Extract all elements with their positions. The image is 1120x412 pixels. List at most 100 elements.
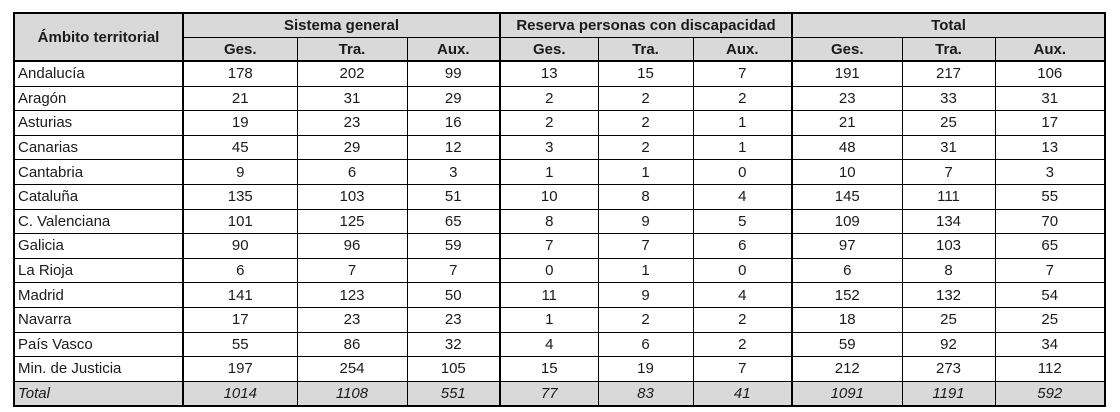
value-cell: 592 <box>994 380 1106 407</box>
value-cell: 23 <box>791 85 903 112</box>
value-cell: 59 <box>791 331 903 358</box>
value-cell: 178 <box>182 60 298 87</box>
value-cell: 152 <box>791 282 903 308</box>
value-cell: 12 <box>406 134 501 161</box>
value-cell: 217 <box>901 60 996 87</box>
value-cell: 7 <box>692 356 793 382</box>
subheader-tra: Tra. <box>901 37 996 62</box>
table-row: C. Valenciana 101 125 65 8 9 5 109 134 70 <box>13 208 1106 235</box>
value-cell: 254 <box>296 356 408 382</box>
corner-header-cell: Ámbito territorial <box>13 12 184 62</box>
value-cell: 9 <box>597 282 694 308</box>
value-cell: 2 <box>597 85 694 112</box>
value-cell: 10 <box>499 183 599 210</box>
table-row: Galicia 90 96 59 7 7 6 97 103 65 <box>13 233 1106 259</box>
value-cell: 32 <box>406 331 501 358</box>
value-cell: 86 <box>296 331 408 358</box>
value-cell: 25 <box>994 306 1106 333</box>
value-cell: 33 <box>901 85 996 112</box>
table-header: Ámbito territorial Sistema general Reser… <box>13 12 1106 62</box>
value-cell: 29 <box>406 85 501 112</box>
value-cell: 145 <box>791 183 903 210</box>
value-cell: 45 <box>182 134 298 161</box>
value-cell: 11 <box>499 282 599 308</box>
value-cell: 97 <box>791 233 903 259</box>
value-cell: 109 <box>791 208 903 235</box>
value-cell: 19 <box>182 110 298 136</box>
value-cell: 7 <box>994 257 1106 284</box>
value-cell: 2 <box>499 110 599 136</box>
value-cell: 9 <box>182 159 298 185</box>
value-cell: 16 <box>406 110 501 136</box>
value-cell: 3 <box>406 159 501 185</box>
table-row: Aragón 21 31 29 2 2 2 23 33 31 <box>13 85 1106 112</box>
value-cell: 2 <box>692 306 793 333</box>
value-cell: 5 <box>692 208 793 235</box>
value-cell: 8 <box>597 183 694 210</box>
group-header-row: Ámbito territorial Sistema general Reser… <box>13 12 1106 62</box>
value-cell: 0 <box>692 257 793 284</box>
value-cell: 23 <box>296 110 408 136</box>
region-label-cell: Cataluña <box>13 183 184 210</box>
value-cell: 2 <box>692 85 793 112</box>
value-cell: 41 <box>692 380 793 407</box>
value-cell: 1108 <box>296 380 408 407</box>
value-cell: 4 <box>499 331 599 358</box>
region-label-cell: Asturias <box>13 110 184 136</box>
value-cell: 0 <box>499 257 599 284</box>
value-cell: 123 <box>296 282 408 308</box>
value-cell: 105 <box>406 356 501 382</box>
value-cell: 13 <box>994 134 1106 161</box>
table-row: Min. de Justicia 197 254 105 15 19 7 212 273 112 <box>13 356 1106 382</box>
value-cell: 21 <box>791 110 903 136</box>
value-cell: 101 <box>182 208 298 235</box>
value-cell: 31 <box>994 85 1106 112</box>
table-row: Navarra 17 23 23 1 2 2 18 25 25 <box>13 306 1106 333</box>
value-cell: 55 <box>182 331 298 358</box>
value-cell: 54 <box>994 282 1106 308</box>
value-cell: 0 <box>692 159 793 185</box>
total-label-cell: Total <box>13 380 184 407</box>
value-cell: 6 <box>296 159 408 185</box>
value-cell: 132 <box>901 282 996 308</box>
value-cell: 6 <box>791 257 903 284</box>
value-cell: 273 <box>901 356 996 382</box>
region-label-cell: C. Valenciana <box>13 208 184 235</box>
value-cell: 21 <box>182 85 298 112</box>
value-cell: 141 <box>182 282 298 308</box>
region-label-cell: Navarra <box>13 306 184 333</box>
subheader-row: Ges. Tra. Aux. Ges. Tra. Aux. Ges. Tra. … <box>14 37 1106 62</box>
region-label-cell: País Vasco <box>13 331 184 358</box>
value-cell: 65 <box>406 208 501 235</box>
value-cell: 29 <box>296 134 408 161</box>
value-cell: 7 <box>499 233 599 259</box>
region-label-cell: Andalucía <box>13 60 184 87</box>
value-cell: 90 <box>182 233 298 259</box>
table-body: Andalucía 178 202 99 13 15 7 191 217 106 Aragón 21 3… <box>13 60 1106 407</box>
value-cell: 51 <box>406 183 501 210</box>
group-header-sistema-general: Sistema general <box>182 12 501 38</box>
value-cell: 1014 <box>182 380 298 407</box>
value-cell: 1 <box>499 159 599 185</box>
table-row: País Vasco 55 86 32 4 6 2 59 92 34 <box>13 331 1106 358</box>
value-cell: 135 <box>182 183 298 210</box>
value-cell: 23 <box>296 306 408 333</box>
value-cell: 202 <box>296 60 408 87</box>
value-cell: 1 <box>692 110 793 136</box>
subheader-aux: Aux. <box>406 37 501 62</box>
group-header-reserva-discapacidad: Reserva personas con discapacidad <box>499 12 793 38</box>
value-cell: 10 <box>791 159 903 185</box>
value-cell: 92 <box>901 331 996 358</box>
value-cell: 1 <box>597 159 694 185</box>
subheader-aux: Aux. <box>692 37 793 62</box>
table-row: Cantabria 9 6 3 1 1 0 10 7 3 <box>13 159 1106 185</box>
value-cell: 1091 <box>791 380 903 407</box>
value-cell: 6 <box>692 233 793 259</box>
value-cell: 1 <box>692 134 793 161</box>
value-cell: 7 <box>692 60 793 87</box>
table-row: La Rioja 6 7 7 0 1 0 6 8 7 <box>13 257 1106 284</box>
value-cell: 2 <box>597 134 694 161</box>
value-cell: 212 <box>791 356 903 382</box>
region-label-cell: Aragón <box>13 85 184 112</box>
region-label-cell: Galicia <box>13 233 184 259</box>
